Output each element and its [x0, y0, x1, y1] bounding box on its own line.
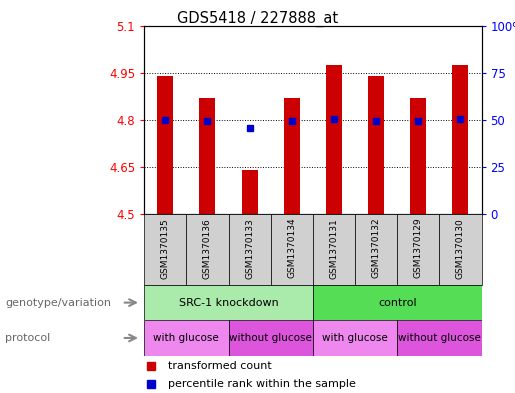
Bar [271, 214, 313, 285]
Text: GSM1370132: GSM1370132 [372, 218, 381, 279]
Bar [439, 214, 482, 285]
Bar [410, 98, 426, 214]
Bar [313, 320, 397, 356]
Bar [242, 170, 258, 214]
Bar [144, 320, 229, 356]
Text: protocol: protocol [5, 333, 50, 343]
Bar [397, 214, 439, 285]
Bar [368, 76, 384, 214]
Text: GSM1370130: GSM1370130 [456, 218, 465, 279]
Bar [229, 320, 313, 356]
Bar [199, 98, 215, 214]
Bar [453, 65, 469, 214]
Text: without glucose: without glucose [398, 333, 481, 343]
Bar [397, 320, 482, 356]
Text: transformed count: transformed count [168, 361, 271, 371]
Text: GSM1370134: GSM1370134 [287, 218, 296, 279]
Text: GSM1370133: GSM1370133 [245, 218, 254, 279]
Bar [284, 98, 300, 214]
Bar [313, 214, 355, 285]
Text: control: control [378, 298, 417, 308]
Text: GDS5418 / 227888_at: GDS5418 / 227888_at [177, 11, 338, 27]
Bar [313, 285, 482, 320]
Text: SRC-1 knockdown: SRC-1 knockdown [179, 298, 279, 308]
Bar [355, 214, 397, 285]
Bar [186, 214, 229, 285]
Bar [326, 65, 342, 214]
Text: with glucose: with glucose [322, 333, 388, 343]
Text: percentile rank within the sample: percentile rank within the sample [168, 379, 356, 389]
Bar [144, 285, 313, 320]
Text: GSM1370135: GSM1370135 [161, 218, 170, 279]
Text: GSM1370129: GSM1370129 [414, 218, 423, 279]
Text: with glucose: with glucose [153, 333, 219, 343]
Text: genotype/variation: genotype/variation [5, 298, 111, 308]
Bar [229, 214, 271, 285]
Text: GSM1370131: GSM1370131 [330, 218, 338, 279]
Bar [157, 76, 173, 214]
Text: without glucose: without glucose [229, 333, 312, 343]
Text: GSM1370136: GSM1370136 [203, 218, 212, 279]
Bar [144, 214, 186, 285]
